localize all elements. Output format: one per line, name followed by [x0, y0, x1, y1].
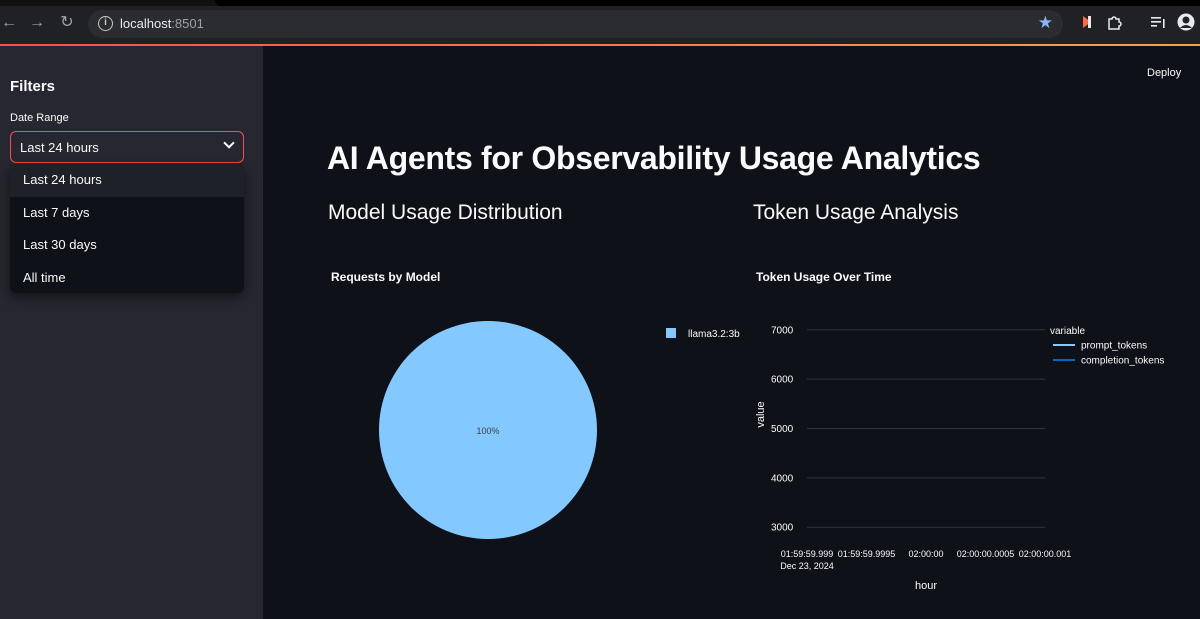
- pie-slice: [379, 321, 597, 539]
- legend-title: variable: [1050, 326, 1085, 337]
- deploy-button[interactable]: Deploy: [1147, 67, 1182, 79]
- x-tick-label: 01:59:59.9995: [838, 549, 896, 559]
- option-all-time[interactable]: All time: [23, 269, 66, 285]
- date-range-label: Date Range: [10, 112, 69, 124]
- x-tick-label: 01:59:59.999: [781, 549, 834, 559]
- reading-list-icon[interactable]: [1150, 14, 1166, 30]
- x-tick-date: Dec 23, 2024: [780, 561, 834, 571]
- puzzle-extensions-icon[interactable]: [1106, 14, 1122, 30]
- option-last-24-hours[interactable]: Last 24 hours: [10, 164, 244, 197]
- y-tick-label: 6000: [771, 375, 794, 386]
- option-last-7-days[interactable]: Last 7 days: [23, 204, 90, 220]
- streamlit-header-decoration: [0, 44, 1200, 46]
- chevron-down-icon[interactable]: [223, 137, 235, 149]
- section-title-token-usage: Token Usage Analysis: [753, 201, 959, 224]
- forward-icon[interactable]: →: [29, 14, 45, 31]
- browser-toolbar: ← → ↻ i localhost:8501 ★: [0, 0, 1200, 44]
- y-tick-label: 3000: [771, 523, 794, 534]
- x-tick-label: 02:00:00.0005: [957, 549, 1015, 559]
- bookmark-star-icon[interactable]: ★: [1037, 13, 1053, 32]
- line-chart: 3000 4000 5000 6000 7000 01:59:59.999 01:59:59…: [755, 325, 1164, 592]
- y-tick-label: 5000: [771, 424, 794, 435]
- legend-label: completion_tokens: [1081, 356, 1164, 367]
- x-tick-label: 02:00:00.001: [1019, 549, 1072, 559]
- profile-avatar-icon[interactable]: [1177, 13, 1195, 31]
- option-last-30-days[interactable]: Last 30 days: [23, 237, 97, 252]
- date-range-selected-value: Last 24 hours: [20, 140, 99, 155]
- address-bar[interactable]: i localhost:8501 ★: [88, 10, 1063, 38]
- url-text[interactable]: localhost:8501: [120, 16, 204, 31]
- pie-slice-label: 100%: [476, 426, 499, 436]
- back-icon[interactable]: ←: [1, 14, 17, 31]
- legend-label: llama3.2:3b: [688, 329, 740, 340]
- sidebar-title: Filters: [10, 78, 56, 95]
- legend-label: prompt_tokens: [1081, 341, 1147, 352]
- line-chart-title: Token Usage Over Time: [756, 270, 892, 284]
- date-range-select[interactable]: Last 24 hours: [10, 131, 244, 163]
- pie-chart-title: Requests by Model: [331, 270, 441, 284]
- date-range-dropdown-menu: Last 24 hours Last 7 days Last 30 days A…: [10, 164, 244, 293]
- x-axis-label: hour: [915, 580, 937, 592]
- y-tick-label: 4000: [771, 473, 794, 484]
- page-title: AI Agents for Observability Usage Analyt…: [327, 140, 981, 176]
- reload-icon[interactable]: ↻: [60, 14, 74, 31]
- pie-chart: 100% llama3.2:3b: [379, 321, 740, 539]
- legend-swatch: [666, 328, 676, 338]
- y-tick-label: 7000: [771, 325, 794, 336]
- y-axis-label: value: [755, 401, 767, 427]
- site-info-icon[interactable]: i: [98, 16, 113, 31]
- section-title-model-usage: Model Usage Distribution: [328, 201, 563, 224]
- extension-icon[interactable]: [1079, 14, 1095, 30]
- tab-strip: [0, 0, 1200, 6]
- x-tick-label: 02:00:00: [908, 549, 943, 559]
